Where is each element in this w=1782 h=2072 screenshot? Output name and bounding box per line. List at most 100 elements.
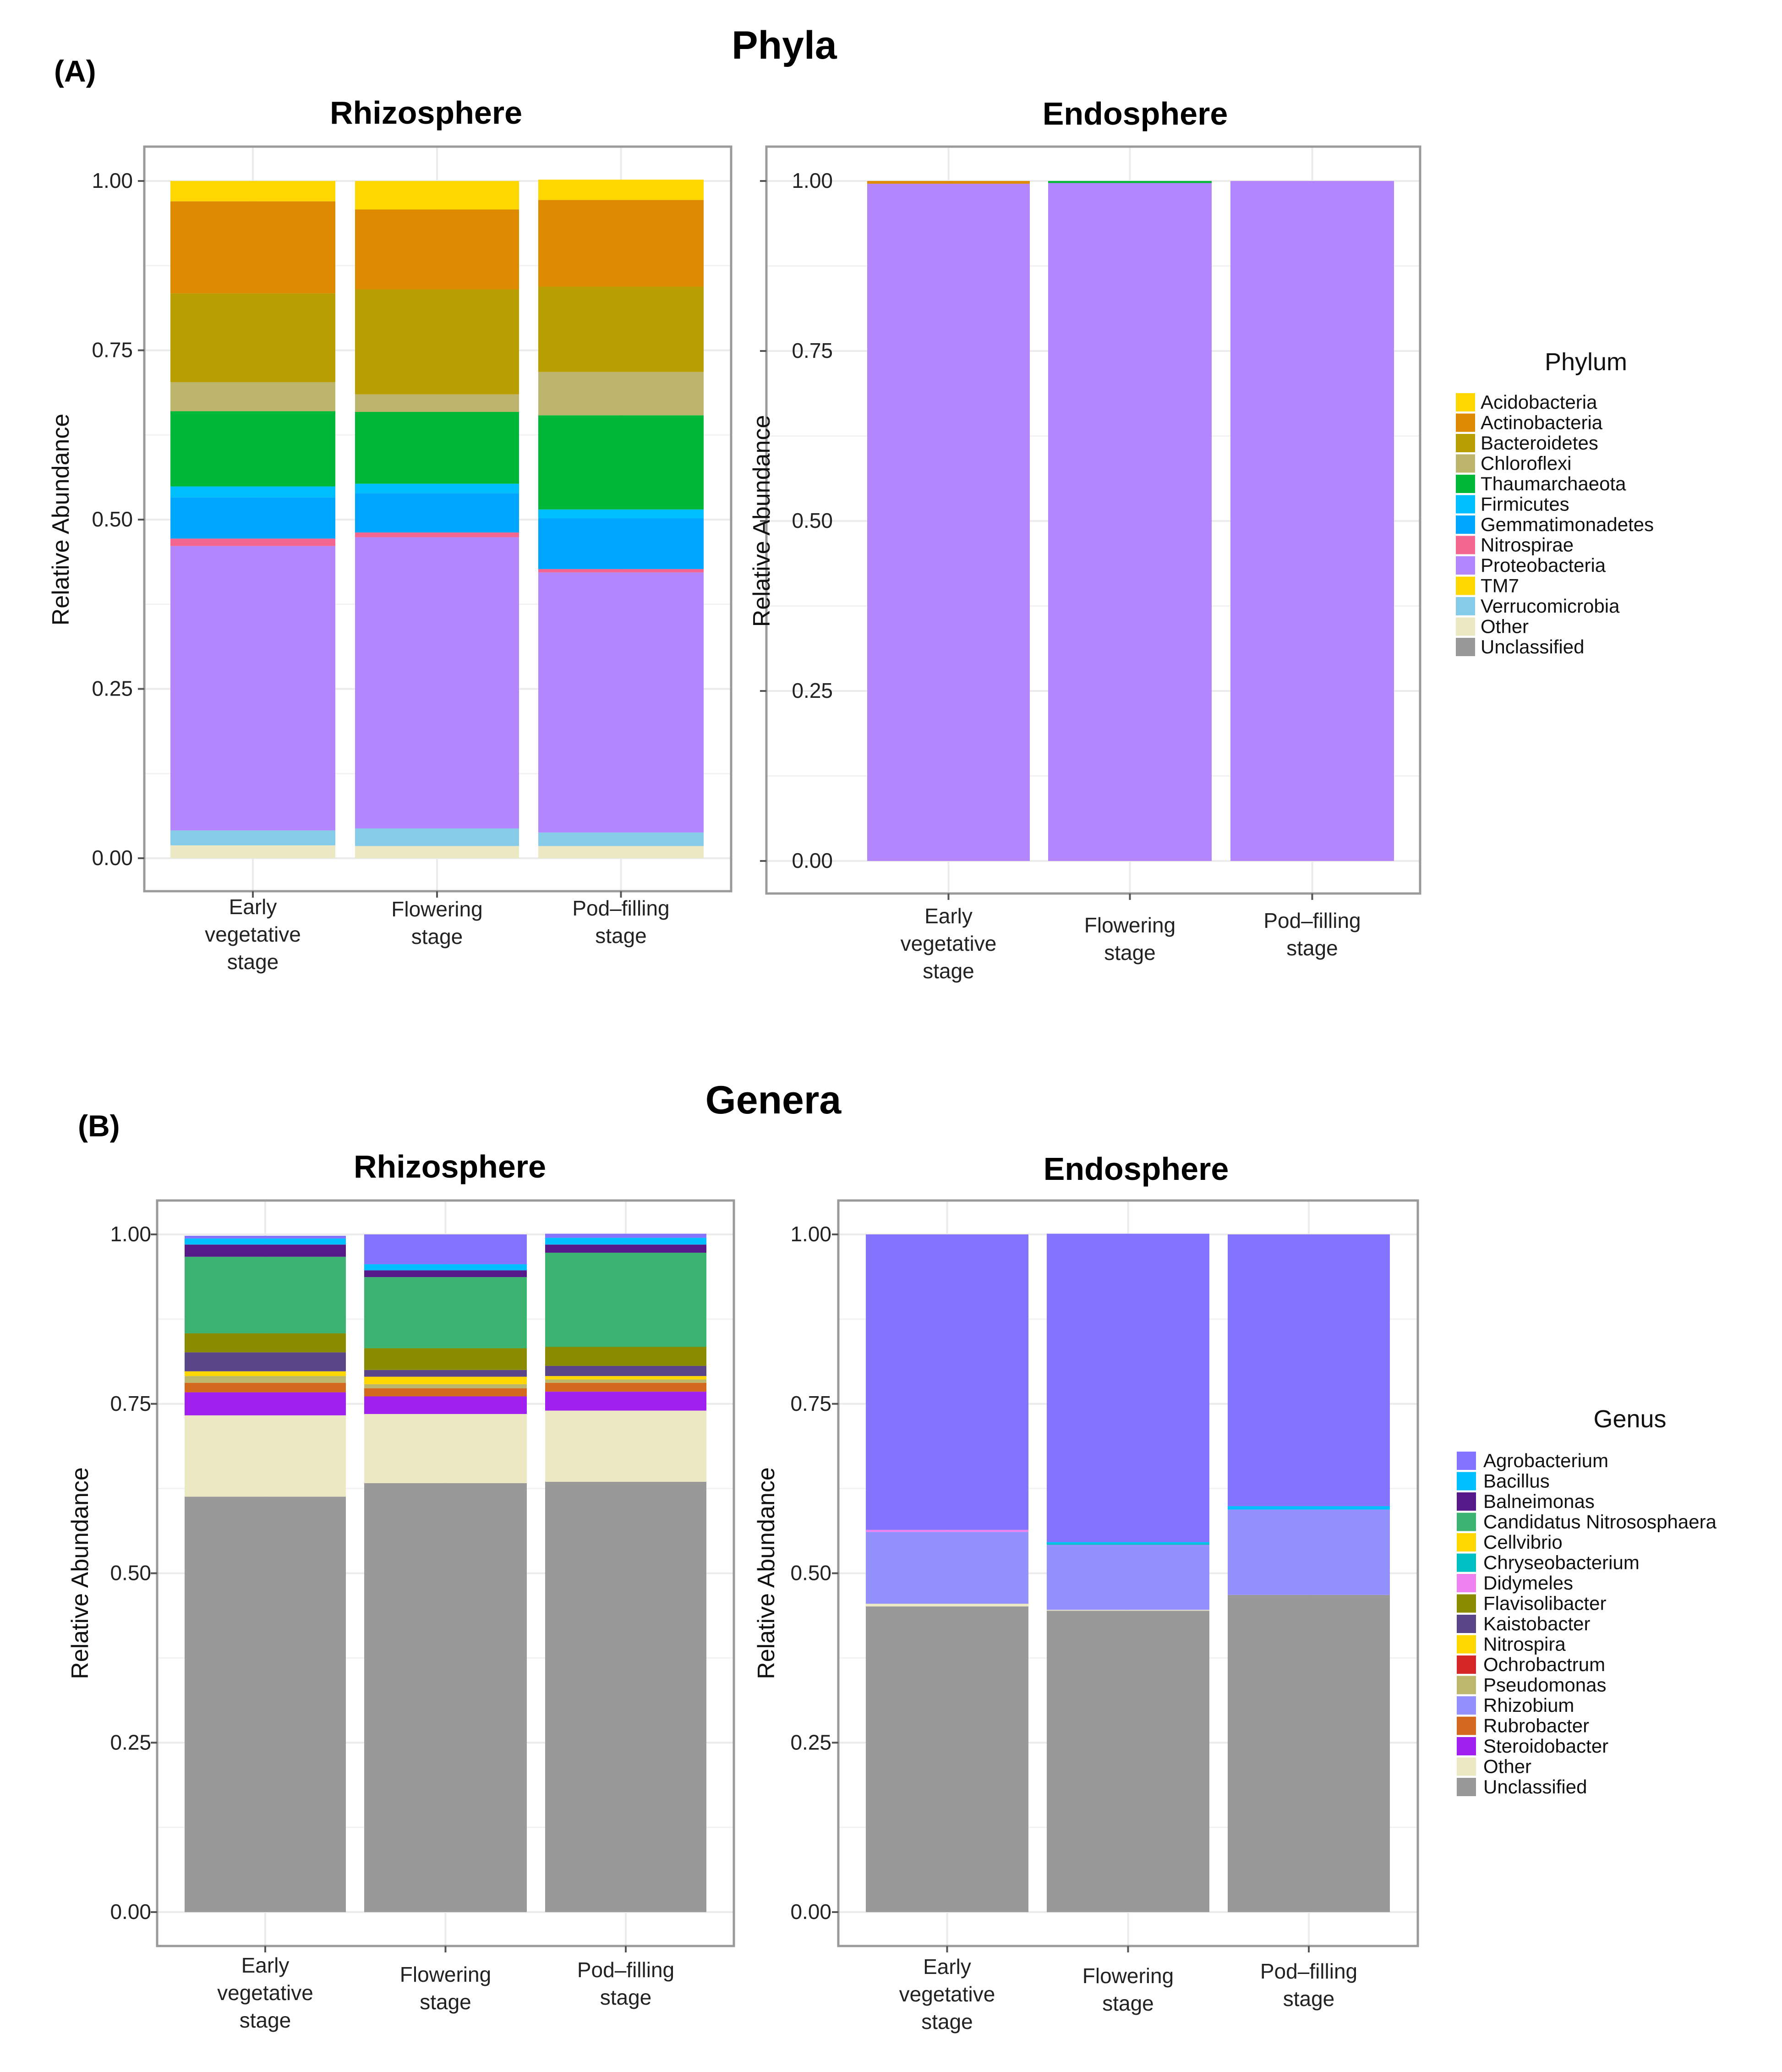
bar-segment-rhizobium <box>1228 1509 1390 1595</box>
x-tick-label-line: Early <box>229 895 277 919</box>
bar-segment-flavisolibacter <box>545 1347 706 1366</box>
bar-segment-nitrospirae <box>538 569 704 573</box>
bar-segment-agrobacterium <box>866 1234 1028 1530</box>
legend-label: Verrucomicrobia <box>1481 595 1620 617</box>
legend-swatch <box>1456 597 1475 615</box>
y-tick-label: 0.50 <box>790 1561 831 1585</box>
x-tick-label: Flowering stage <box>1082 1964 1174 2015</box>
y-tick-label: 0.25 <box>110 1730 151 1754</box>
x-tick-label: Pod–filling stage <box>572 896 669 948</box>
legend-label: Kaistobacter <box>1483 1613 1590 1634</box>
legend-swatch <box>1457 1696 1476 1715</box>
x-tick-label-line: stage <box>1283 1987 1335 2011</box>
bar-segment-bacillus <box>545 1238 706 1245</box>
bar-segment-verrucomicrobia <box>538 832 704 846</box>
legend-swatch <box>1456 536 1475 554</box>
bar-segment-firmicutes <box>355 483 519 493</box>
legend-label: Thaumarchaeota <box>1481 473 1626 494</box>
bar-segment-unclassified <box>364 1483 527 1912</box>
bar-segment-pseudomonas <box>364 1384 527 1388</box>
bar-segment-unclassified <box>185 1496 346 1912</box>
y-tick-label: 0.75 <box>110 1392 151 1415</box>
legend-label: Ochrobactrum <box>1483 1654 1605 1675</box>
bar-segment-proteobacteria <box>170 546 335 831</box>
bar-segment-gemmatimonadetes <box>355 493 519 533</box>
bar-segment-actinobacteria <box>170 201 335 294</box>
legend-item: Chryseobacterium <box>1457 1552 1640 1573</box>
y-tick-label: 0.00 <box>92 846 133 870</box>
bar-segment-acidobacteria <box>355 181 519 210</box>
y-tick-label: 0.00 <box>110 1900 151 1924</box>
legend-phylum: Phylum AcidobacteriaActinobacteriaBactero… <box>1456 348 1654 658</box>
bar-segment-bacillus <box>185 1238 346 1245</box>
x-tick-label-line: Flowering <box>391 897 482 921</box>
legend-label: Unclassified <box>1483 1776 1587 1798</box>
legend-label: Nitrospira <box>1483 1633 1566 1655</box>
x-tick-label-line: stage <box>600 1985 652 2009</box>
bar-segment-proteobacteria <box>538 572 704 833</box>
legend-label: Flavisolibacter <box>1483 1593 1606 1614</box>
legend-swatch <box>1457 1492 1476 1511</box>
x-tick-label-line: Early <box>924 904 973 928</box>
bar-segment-actinobacteria <box>867 181 1030 184</box>
legend-label: Bacteroidetes <box>1481 432 1598 454</box>
x-tick-label-line: Pod–filling <box>1263 909 1361 932</box>
legend-label: Firmicutes <box>1481 493 1569 515</box>
chart-title: Rhizosphere <box>330 95 522 131</box>
bar-segment-other <box>170 845 335 858</box>
legend-item: Agrobacterium <box>1457 1450 1608 1471</box>
x-tick-label-line: stage <box>411 925 463 948</box>
bar-segment-unclassified <box>1228 1595 1390 1912</box>
legend-item: Unclassified <box>1457 1776 1587 1798</box>
bar-segment-thaumarchaeota <box>355 411 519 484</box>
legend-label: Didymeles <box>1483 1572 1573 1594</box>
bar-segment-chloroflexi <box>355 394 519 412</box>
x-tick-label-line: Pod–filling <box>572 896 669 920</box>
bar-segment-thaumarchaeota <box>538 415 704 510</box>
legend-label: Actinobacteria <box>1481 412 1603 433</box>
bar-segment-bacillus <box>1228 1506 1390 1510</box>
legend-label: Nitrospirae <box>1481 534 1574 556</box>
bar-segment-other <box>185 1415 346 1497</box>
legend-swatch <box>1456 617 1475 636</box>
bar-segment-other <box>538 846 704 858</box>
bar-segment-bacillus <box>364 1264 527 1271</box>
legend-item: Nitrospira <box>1457 1633 1566 1655</box>
legend-swatch <box>1456 454 1475 473</box>
bar-segment-flavisolibacter <box>364 1348 527 1370</box>
x-tick-label: Early vegetative stage <box>899 1955 995 2034</box>
x-tick-label-line: Flowering <box>1082 1964 1174 1988</box>
bar-segment-bacteroidetes <box>170 293 335 382</box>
y-tick-label: 0.25 <box>790 1730 831 1754</box>
legend-item: Rhizobium <box>1457 1694 1574 1716</box>
y-tick-label: 1.00 <box>792 169 833 192</box>
x-tick-label-line: stage <box>1286 936 1338 960</box>
legend-label: Unclassified <box>1481 636 1584 658</box>
legend-swatch <box>1456 556 1475 575</box>
bar-segment-kaistobacter <box>185 1352 346 1371</box>
legend-swatch <box>1457 1655 1476 1674</box>
x-tick-label: Pod–filling stage <box>1263 909 1361 960</box>
legend-item: Cellvibrio <box>1457 1531 1563 1553</box>
bar-segment-agrobacterium <box>1047 1233 1209 1542</box>
legend-label: Agrobacterium <box>1483 1450 1608 1471</box>
bar-segment-steroidobacter <box>545 1392 706 1411</box>
legend-item: Pseudomonas <box>1457 1674 1607 1696</box>
bar-segment-actinobacteria <box>538 200 704 287</box>
bar-segment-balneimonas <box>185 1244 346 1257</box>
legend-swatch <box>1457 1533 1476 1551</box>
legend-item: Candidatus Nitrososphaera <box>1457 1511 1717 1533</box>
y-tick-label: 0.00 <box>792 849 833 872</box>
x-tick-label: Pod–filling stage <box>577 1958 674 2009</box>
chart-title: Endosphere <box>1044 1151 1229 1187</box>
legend-genus: Genus AgrobacteriumBacillusBalneimonasCan… <box>1457 1405 1717 1798</box>
bar-segment-agrobacterium <box>545 1233 706 1238</box>
chart-b-rhizosphere: 0.00 0.25 0.50 0.75 1.00 Early vegetative stage… <box>67 1149 735 2032</box>
bar-segment-proteobacteria <box>1230 181 1394 861</box>
bar-segment-unclassified <box>545 1481 706 1912</box>
bar-segment-flavisolibacter <box>185 1333 346 1353</box>
x-tick-label-line: stage <box>227 950 279 974</box>
legend-swatch <box>1456 413 1475 432</box>
legend-label: Gemmatimonadetes <box>1481 514 1654 535</box>
legend-label: Balneimonas <box>1483 1491 1595 1512</box>
